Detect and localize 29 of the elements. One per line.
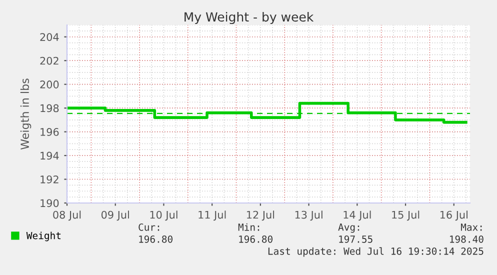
y-tick-label: 200 [40, 80, 59, 88]
text: Last update: Wed Jul 16 19:30:14 2025 [268, 247, 484, 257]
x-tick-label: 11 Jul [198, 210, 226, 221]
y-tick-label: 192 [40, 175, 58, 184]
x-tick-label: 09 Jul [101, 210, 129, 221]
text: 196.80 [239, 235, 272, 243]
x-tick-label: 16 Jul [440, 210, 468, 221]
y-axis-title: Weigth in lbs [20, 78, 32, 150]
legend-label: Weight [26, 232, 61, 242]
text: 197.55 [339, 235, 372, 243]
x-tick-label: 15 Jul [392, 210, 420, 221]
y-tick-label: 198 [40, 104, 59, 112]
x-tick-label: 10 Jul [150, 210, 178, 221]
x-tick-label: 14 Jul [344, 210, 371, 221]
text: 198.40 [450, 235, 484, 243]
text: Max: [460, 224, 482, 231]
x-tick-label: 13 Jul [295, 210, 322, 221]
y-tick-label: 190 [40, 199, 59, 208]
y-tick-label: 202 [40, 56, 58, 65]
x-tick-label: 08 Jul [53, 210, 81, 221]
y-tick-label: 196 [40, 128, 59, 136]
text: 196.80 [139, 235, 172, 243]
text: Cur: [138, 223, 160, 231]
text: Min: [238, 223, 260, 231]
y-tick-label: 194 [40, 152, 59, 160]
y-tick-label: 204 [40, 33, 59, 41]
chart-title: My Weight - by week [184, 12, 314, 24]
x-tick-label: 12 Jul [247, 210, 274, 221]
text: Avg: [338, 224, 360, 233]
